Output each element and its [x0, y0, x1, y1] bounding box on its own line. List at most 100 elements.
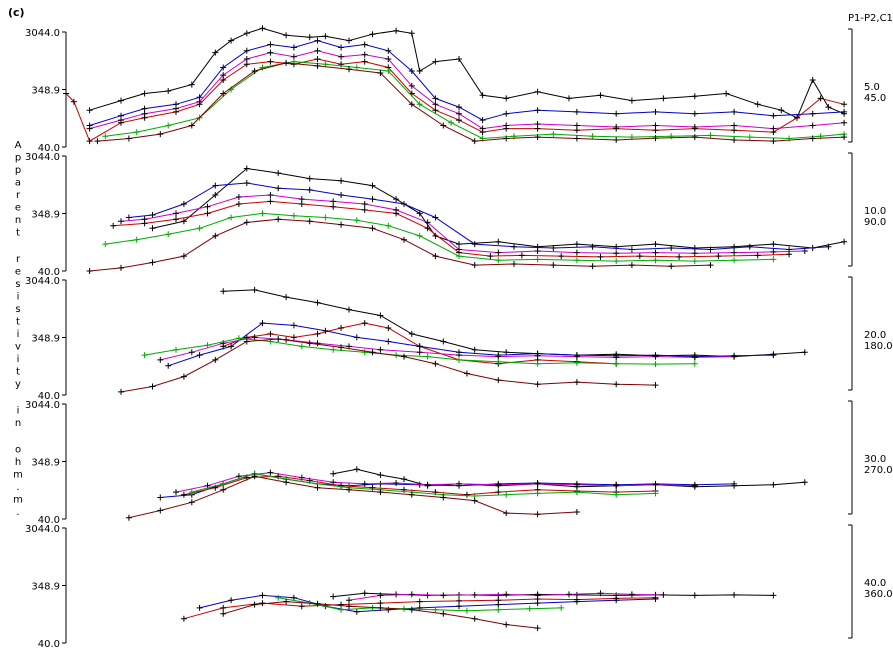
- data-point: [118, 264, 124, 271]
- data-point: [290, 322, 297, 329]
- data-point: [511, 243, 517, 250]
- data-point: [534, 600, 541, 607]
- data-point: [440, 592, 447, 599]
- data-point: [377, 312, 384, 319]
- data-point: [361, 320, 368, 327]
- data-point: [306, 218, 313, 225]
- data-point: [841, 119, 848, 126]
- data-point: [652, 127, 659, 134]
- data-point: [416, 349, 423, 356]
- data-point: [416, 343, 423, 350]
- data-point: [731, 127, 738, 134]
- data-point: [173, 108, 179, 115]
- ylabel-char: s: [15, 279, 20, 290]
- data-point: [275, 594, 282, 601]
- data-point: [141, 220, 148, 227]
- data-point: [416, 232, 423, 239]
- legend-value: 20.0: [864, 330, 886, 341]
- data-point: [573, 489, 580, 496]
- data-point: [518, 252, 525, 259]
- y-tick-label: 348.9: [31, 582, 60, 593]
- data-point: [235, 201, 242, 207]
- ylabel-char: m: [13, 470, 23, 481]
- data-point: [841, 238, 848, 245]
- series-line-blue: [128, 182, 829, 251]
- panel-label: (c): [8, 6, 25, 19]
- data-point: [173, 210, 179, 217]
- data-point: [801, 479, 808, 486]
- data-point: [290, 44, 297, 51]
- data-point: [188, 122, 195, 129]
- data-point: [503, 125, 510, 132]
- data-point: [668, 245, 675, 251]
- data-point: [463, 607, 470, 614]
- data-point: [573, 127, 580, 134]
- data-point: [393, 210, 400, 217]
- series-line-magenta: [89, 50, 845, 130]
- data-point: [432, 95, 439, 102]
- data-point: [180, 373, 187, 380]
- data-point: [801, 349, 808, 356]
- data-point: [652, 108, 659, 115]
- y-tick-label: 3044.0: [25, 152, 60, 163]
- series-line-black: [89, 27, 845, 119]
- data-point: [393, 27, 400, 34]
- data-point: [353, 217, 360, 224]
- data-point: [377, 472, 384, 478]
- data-point: [424, 225, 431, 232]
- data-point: [133, 129, 140, 136]
- data-point: [322, 214, 329, 221]
- data-point: [338, 482, 345, 489]
- data-point: [770, 112, 777, 119]
- data-point: [794, 114, 800, 121]
- data-point: [353, 608, 360, 615]
- data-point: [377, 592, 384, 599]
- data-point: [597, 253, 604, 260]
- data-point: [173, 216, 179, 223]
- data-point: [424, 481, 431, 488]
- data-point: [652, 596, 659, 602]
- data-point: [196, 604, 203, 611]
- data-point: [141, 90, 148, 97]
- y-tick-label: 40.0: [38, 267, 60, 278]
- data-point: [157, 494, 164, 501]
- ylabel-char: p: [15, 153, 21, 164]
- data-point: [495, 238, 502, 245]
- data-point: [314, 47, 321, 54]
- data-point: [770, 352, 777, 359]
- data-point: [377, 489, 384, 496]
- data-point: [534, 381, 541, 388]
- ylabel-char: h: [15, 457, 21, 468]
- data-point: [534, 480, 541, 487]
- data-point: [133, 236, 140, 243]
- data-point: [495, 481, 502, 488]
- data-point: [495, 358, 502, 365]
- data-point: [70, 98, 77, 105]
- data-point: [338, 325, 345, 331]
- data-point: [511, 261, 517, 267]
- data-point: [212, 49, 219, 56]
- legend-value: 10.0: [864, 206, 886, 217]
- y-tick-label: 3044.0: [25, 28, 60, 39]
- data-point: [188, 489, 195, 496]
- data-point: [456, 480, 462, 487]
- legend-value: 5.0: [864, 82, 880, 93]
- data-point: [550, 131, 557, 138]
- data-point: [691, 110, 698, 117]
- data-point: [243, 219, 250, 226]
- series-line-black: [152, 167, 845, 249]
- data-point: [401, 236, 407, 243]
- data-point: [408, 82, 415, 89]
- data-point: [691, 125, 698, 132]
- data-point: [479, 117, 486, 124]
- data-point: [330, 203, 337, 210]
- data-point: [534, 511, 541, 518]
- data-point: [841, 134, 848, 141]
- data-point: [652, 490, 659, 497]
- data-point: [243, 180, 250, 186]
- data-point: [330, 198, 337, 205]
- data-point: [589, 263, 596, 270]
